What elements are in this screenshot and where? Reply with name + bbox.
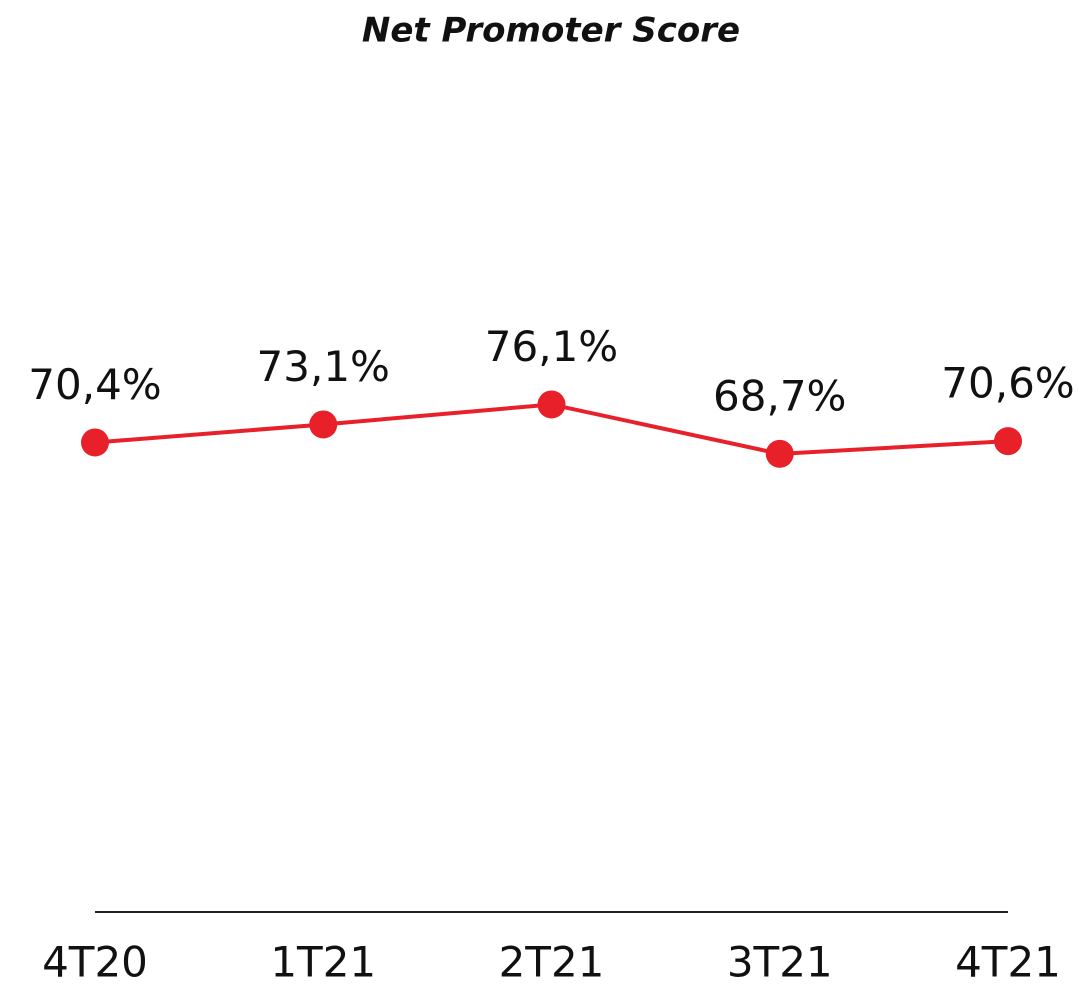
point xyxy=(765,439,794,468)
x-tick-label: 3T21 xyxy=(727,938,833,986)
chart-title: Net Promoter Score xyxy=(362,11,740,51)
point xyxy=(81,428,109,457)
data-label: 68,7% xyxy=(713,371,846,420)
data-label: 70,6% xyxy=(941,359,1074,408)
data-label: 76,1% xyxy=(485,322,618,371)
x-tick-label: 2T21 xyxy=(499,938,605,986)
data-label: 70,4% xyxy=(28,360,161,409)
point xyxy=(309,410,338,439)
x-tick-label: 4T21 xyxy=(955,938,1061,986)
data-label: 73,1% xyxy=(257,342,390,391)
point xyxy=(994,427,1022,456)
x-tick-label: 1T21 xyxy=(270,938,376,986)
point xyxy=(537,390,566,419)
x-tick-label: 4T20 xyxy=(42,938,148,986)
